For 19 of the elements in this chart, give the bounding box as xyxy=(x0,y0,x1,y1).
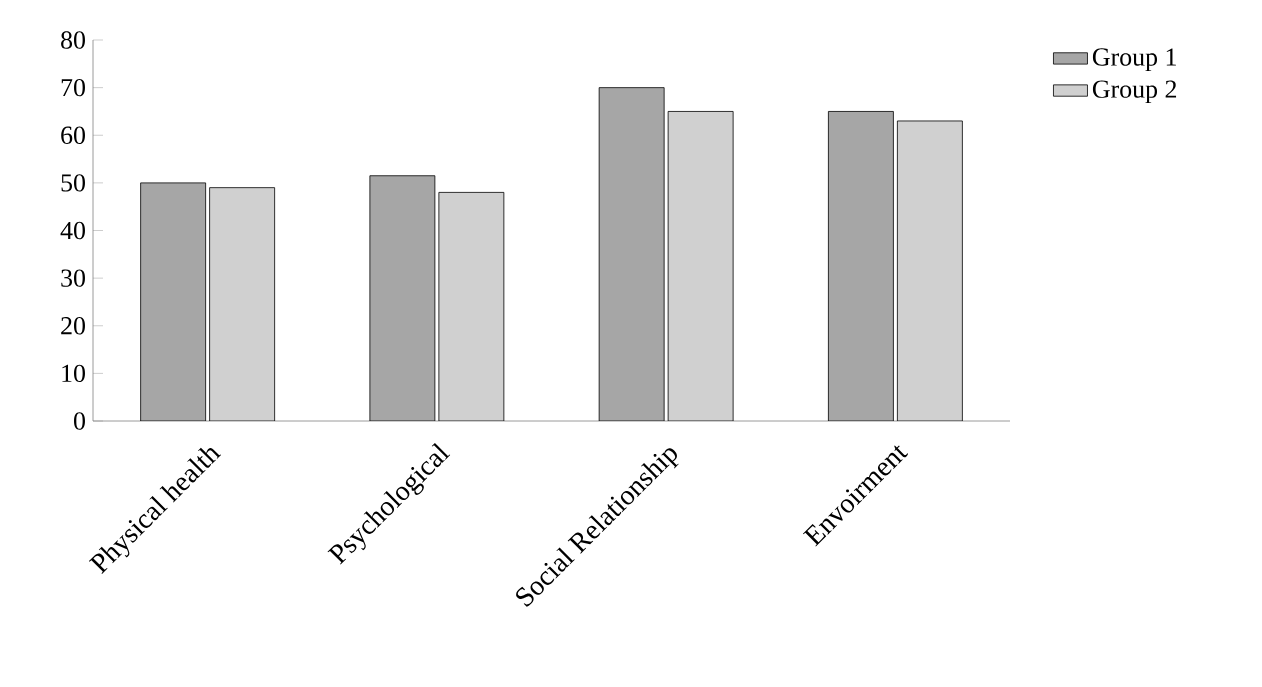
bar xyxy=(140,182,207,421)
bar xyxy=(667,111,734,421)
y-tick-label: 40 xyxy=(60,221,85,240)
y-tick-label: 80 xyxy=(61,31,85,49)
bar xyxy=(598,87,665,421)
bar xyxy=(438,192,505,421)
y-tick-label: 20 xyxy=(61,317,85,335)
bar xyxy=(369,175,436,421)
y-tick-label: 60 xyxy=(61,126,85,144)
bar xyxy=(896,120,963,421)
bar xyxy=(827,111,894,421)
legend-label: Group 2 xyxy=(1092,80,1177,104)
y-tick-label: 10 xyxy=(62,364,85,383)
y-tick-label: 70 xyxy=(61,78,85,97)
y-tick-label: 50 xyxy=(61,174,85,192)
legend-label: Group 1 xyxy=(1092,48,1176,72)
y-tick-label: 30 xyxy=(61,269,85,287)
y-tick-label: 0 xyxy=(74,412,85,430)
bar xyxy=(209,187,276,421)
